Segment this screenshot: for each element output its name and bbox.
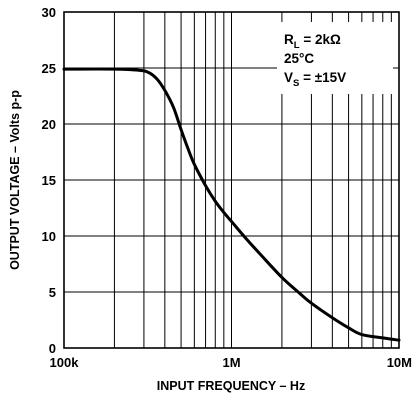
x-axis-title: INPUT FREQUENCY – Hz bbox=[157, 379, 305, 393]
series-line-output-voltage bbox=[62, 67, 401, 342]
tick-labels: 0 5 10 15 20 25 30 100k 1M 10M bbox=[42, 5, 412, 370]
y-tick-label: 30 bbox=[42, 5, 56, 20]
y-axis-title: OUTPUT VOLTAGE – Volts p-p bbox=[8, 90, 22, 270]
annotation-box bbox=[277, 22, 393, 94]
y-tick-label: 25 bbox=[42, 61, 56, 76]
y-tick-label: 0 bbox=[49, 341, 56, 356]
annotation-vs: VS = ±15V bbox=[284, 70, 346, 89]
y-tick-label: 20 bbox=[42, 117, 56, 132]
x-tick-label: 10M bbox=[387, 355, 412, 370]
annotation-rl: RL = 2kΩ bbox=[284, 32, 341, 51]
y-tick-label: 15 bbox=[42, 173, 56, 188]
x-tick-label: 1M bbox=[222, 355, 240, 370]
plot-frame bbox=[63, 11, 400, 349]
y-tick-label: 10 bbox=[42, 229, 56, 244]
y-tick-label: 5 bbox=[49, 285, 56, 300]
annotation-temperature: 25°C bbox=[284, 51, 314, 66]
x-tick-label: 100k bbox=[50, 355, 80, 370]
